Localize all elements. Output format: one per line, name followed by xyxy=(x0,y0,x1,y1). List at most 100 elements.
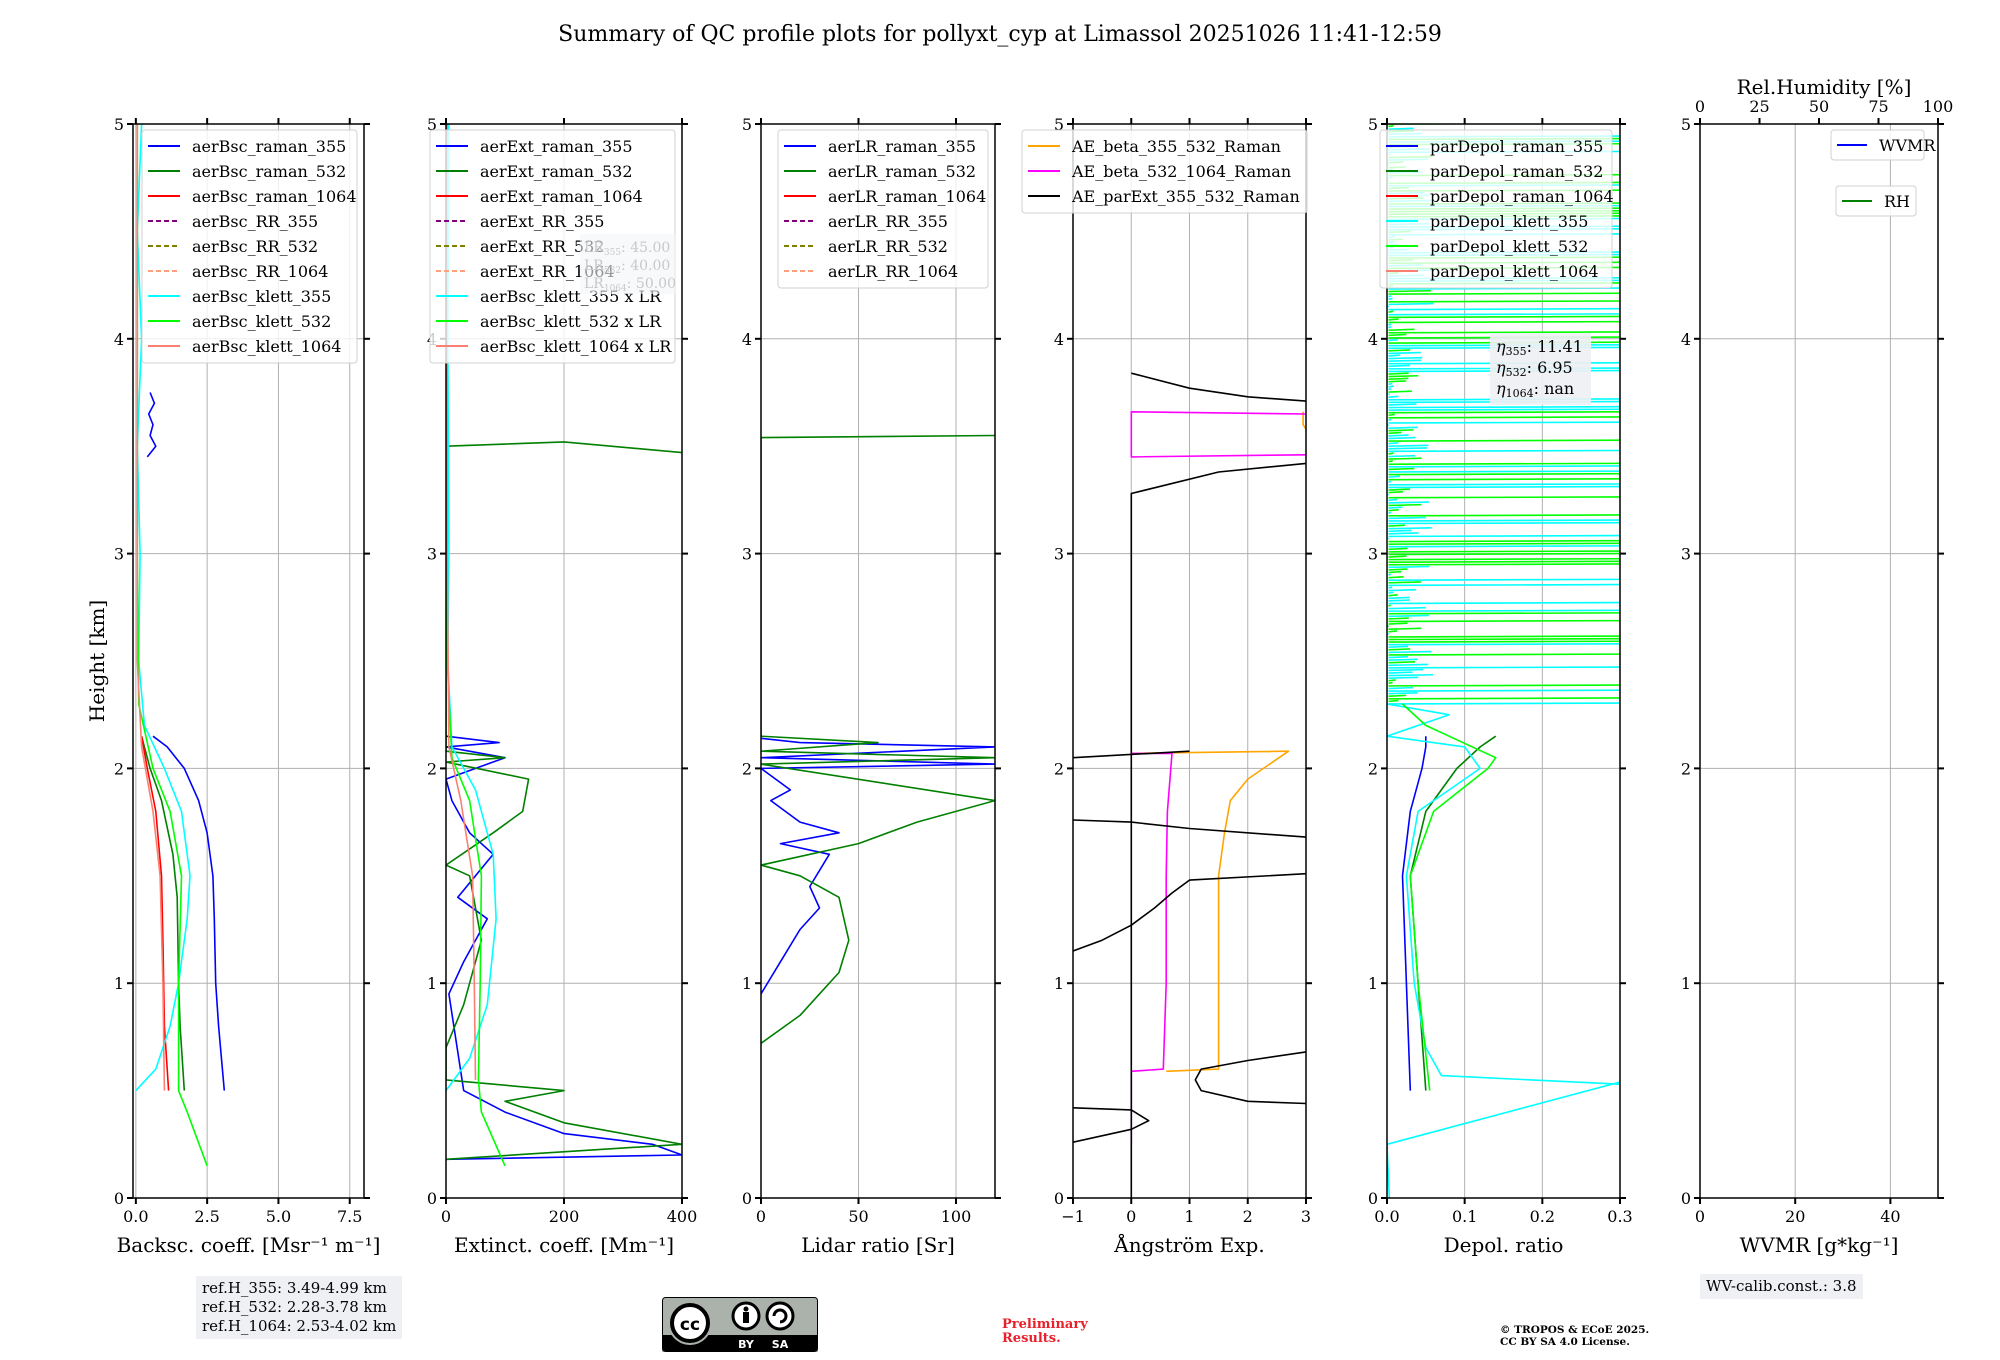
noise-mark xyxy=(1388,297,1393,301)
legend-label-0: aerExt_raman_355 xyxy=(480,137,633,156)
noise-mark xyxy=(1388,532,1419,535)
y-tick-label: 0 xyxy=(114,1189,124,1208)
noise-mark xyxy=(1388,516,1426,520)
x-axis-label: Extinct. coeff. [Mm⁻¹] xyxy=(454,1233,674,1257)
y-tick-label: 4 xyxy=(1368,330,1378,349)
x-tick-label: 0.0 xyxy=(1374,1207,1399,1226)
legend: aerExt_raman_355 aerExt_raman_532 aerExt_r… xyxy=(429,129,676,364)
noise-mark xyxy=(1388,449,1620,453)
copyright-line-1: © TROPOS & ECoE 2025. xyxy=(1500,1324,1650,1336)
noise-mark xyxy=(1388,441,1399,445)
y-tick-label: 3 xyxy=(742,545,752,564)
preliminary-line-1: Preliminary xyxy=(1002,1317,1088,1332)
noise-mark xyxy=(1388,313,1620,316)
noise-mark xyxy=(1388,573,1392,576)
noise-mark xyxy=(1388,331,1620,334)
noise-mark xyxy=(1388,467,1415,471)
legend-label-0: AE_beta_355_532_Raman xyxy=(1071,137,1281,156)
y-tick-label: 3 xyxy=(1368,545,1378,564)
noise-mark xyxy=(1388,395,1399,399)
noise-mark xyxy=(1388,643,1620,646)
noise-mark xyxy=(1388,622,1408,625)
cc-text: cc xyxy=(680,1315,700,1335)
noise-mark xyxy=(1388,418,1392,422)
noise-mark xyxy=(1388,431,1402,435)
top-tick-label: 0 xyxy=(1695,97,1705,116)
noise-mark xyxy=(1387,305,1390,308)
legend-box xyxy=(1835,185,1917,217)
ref-height-532: ref.H_532: 2.28-3.78 km xyxy=(202,1298,387,1316)
noise-mark xyxy=(1388,405,1620,409)
legend-label-4: parDepol_klett_532 xyxy=(1430,237,1588,256)
noise-mark xyxy=(1388,354,1401,357)
noise-mark xyxy=(1388,601,1620,605)
noise-mark xyxy=(1388,686,1414,690)
noise-mark xyxy=(1388,444,1429,447)
noise-mark xyxy=(1388,351,1421,355)
noise-mark xyxy=(1388,359,1421,362)
legend-box xyxy=(777,129,989,289)
x-axis-label: WVMR [g*kg⁻¹] xyxy=(1740,1233,1899,1257)
noise-mark xyxy=(1388,560,1620,563)
noise-mark xyxy=(1388,333,1407,337)
ref-heights-box: ref.H_355: 3.49-4.99 km ref.H_532: 2.28-… xyxy=(196,1276,403,1339)
x-tick-label: 100 xyxy=(941,1207,972,1226)
y-tick-label: 2 xyxy=(742,759,752,778)
series-segment xyxy=(1073,750,1190,759)
noise-mark xyxy=(1388,498,1398,502)
legend-label-4: aerBsc_RR_532 xyxy=(192,237,318,256)
x-tick-label: 0 xyxy=(756,1207,766,1226)
top-tick-label: 25 xyxy=(1749,97,1769,116)
noise-mark xyxy=(1388,661,1416,664)
noise-mark xyxy=(1388,315,1620,319)
noise-mark xyxy=(1388,429,1414,432)
legend-label-3: parDepol_klett_355 xyxy=(1430,212,1588,231)
noise-mark xyxy=(1388,691,1418,695)
noise-mark xyxy=(1388,681,1393,685)
noise-mark xyxy=(1388,663,1429,667)
noise-mark xyxy=(1388,550,1620,553)
axes-frame xyxy=(1699,123,1939,1199)
y-tick-label: 5 xyxy=(1681,115,1691,134)
panel-wvmr: 0 20 40 0 1 2 3 4 5 WVMR [g*kg⁻¹] 0 25 50 75 100 Rel.Hu… xyxy=(1681,75,1953,1257)
lr-annotation-1: LR532: 40.00 xyxy=(584,258,670,276)
legend-rh: RH xyxy=(1835,185,1917,217)
x-tick-label: 0.1 xyxy=(1452,1207,1477,1226)
panel-backscatter: 0.0 2.5 5.0 7.5 0 1 2 3 4 5 Backsc. coeff. [Msr⁻¹ … xyxy=(114,115,381,1257)
legend-label-0: aerLR_raman_355 xyxy=(828,137,976,156)
noise-mark xyxy=(1388,529,1412,533)
y-tick-label: 5 xyxy=(114,115,124,134)
x-tick-label: 0 xyxy=(1695,1207,1705,1226)
noise-mark xyxy=(1388,434,1409,437)
noise-mark xyxy=(1388,689,1620,692)
noise-mark xyxy=(1388,310,1394,313)
legend-label-2: aerLR_raman_1064 xyxy=(828,187,986,206)
series-aerbsc-klett-1064 xyxy=(136,124,166,1091)
noise-mark xyxy=(1388,588,1417,592)
noise-mark xyxy=(1388,465,1620,468)
noise-mark xyxy=(1388,501,1429,504)
noise-mark xyxy=(1388,547,1408,551)
figure-title: Summary of QC profile plots for pollyxt_… xyxy=(558,22,1442,47)
noise-mark xyxy=(1388,372,1409,375)
noise-mark xyxy=(1388,307,1620,311)
legend-box xyxy=(1379,129,1613,289)
y-tick-label: 3 xyxy=(1681,545,1691,564)
y-tick-label: 0 xyxy=(742,1189,752,1208)
noise-mark xyxy=(1388,478,1620,481)
y-tick-label: 1 xyxy=(114,974,124,993)
noise-mark xyxy=(1388,684,1620,687)
eta-annotation-1: η532: 6.95 xyxy=(1496,358,1573,379)
noise-mark xyxy=(1388,655,1409,659)
noise-mark xyxy=(1387,537,1390,540)
noise-mark xyxy=(1388,377,1409,380)
noise-mark xyxy=(1388,630,1398,633)
legend-label-6: aerBsc_klett_355 xyxy=(192,287,331,306)
noise-mark xyxy=(1388,542,1620,545)
top-axis-label: Rel.Humidity [%] xyxy=(1737,75,1912,99)
x-axis-label: Ångström Exp. xyxy=(1113,1232,1264,1257)
noise-mark xyxy=(1388,606,1426,610)
noise-mark xyxy=(1388,380,1407,383)
noise-mark xyxy=(1388,594,1398,597)
